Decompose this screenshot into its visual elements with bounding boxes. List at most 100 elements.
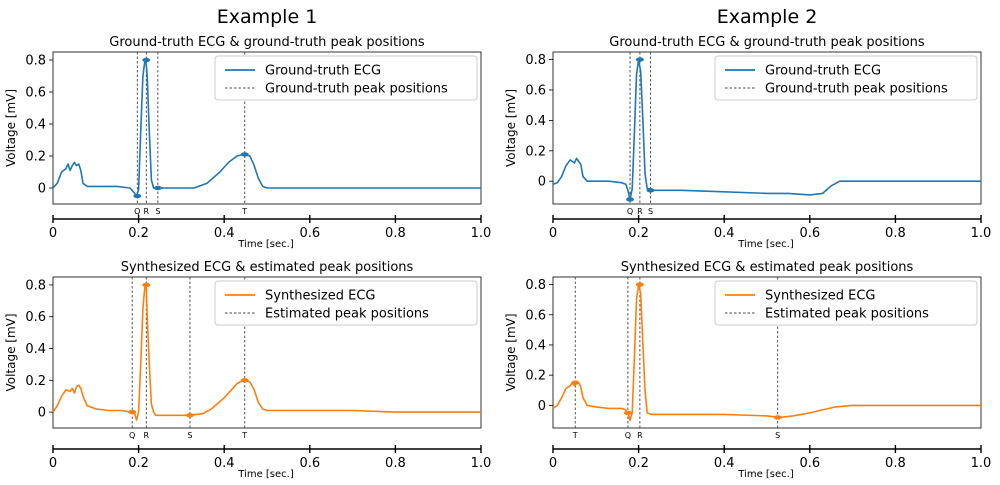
legend: Synthesized ECG Estimated peak positions: [714, 280, 978, 326]
peak-label-T: T: [241, 207, 247, 216]
peak-marker-R: [142, 282, 151, 288]
plot-frame: [552, 276, 982, 429]
chart-title: Synthesized ECG & estimated peak positio…: [621, 260, 914, 275]
peak-marker-R: [142, 57, 151, 63]
peak-marker-R: [635, 282, 644, 287]
x-tick-label: 0.8: [385, 456, 406, 471]
peak-label-R: R: [637, 207, 643, 216]
x-tick-label: 0.2: [128, 226, 149, 241]
x-tick-label: 1.0: [971, 226, 992, 241]
y-tick-label: 0.8: [525, 278, 546, 293]
y-tick-label: 0.4: [525, 114, 546, 129]
peak-marker-S: [773, 415, 782, 420]
legend-signal-label: Synthesized ECG: [265, 289, 375, 304]
legend-peaks-label: Ground-truth peak positions: [265, 82, 448, 97]
y-tick-label: 0.2: [525, 144, 546, 159]
legend-peaks-label: Estimated peak positions: [765, 307, 929, 322]
peak-label-R: R: [144, 431, 150, 440]
x-tick-label: 0.2: [628, 226, 649, 241]
plot-frame: [552, 51, 982, 205]
peak-marker-T: [571, 380, 580, 385]
x-tick-label: 0.6: [799, 456, 820, 471]
legend-box: [214, 55, 478, 101]
x-tick-label: 0.4: [214, 226, 235, 241]
x-tick-label: 0: [549, 456, 557, 471]
y-tick-label: 0: [538, 399, 546, 414]
y-tick-label: 0.2: [25, 374, 46, 389]
chart-panel-4: Synthesized ECG & estimated peak positio…: [504, 260, 991, 480]
peak-label-Q: Q: [134, 207, 140, 216]
x-tick-label: 0.6: [299, 226, 320, 241]
x-tick-label: 0.2: [628, 456, 649, 471]
peak-label-R: R: [144, 207, 150, 216]
x-axis-label: Time [sec.]: [737, 469, 794, 480]
peak-marker-T: [240, 152, 249, 157]
chart-panel-1: Example 1 Ground-truth ECG & ground-truth…: [4, 6, 491, 250]
example-title: Example 1: [217, 6, 318, 28]
peak-marker-T: [240, 378, 249, 383]
y-tick-label: 0: [538, 175, 546, 190]
peak-label-Q: Q: [625, 431, 631, 440]
legend: Synthesized ECG Estimated peak positions: [214, 280, 478, 326]
peak-label-S: S: [648, 207, 653, 216]
y-tick-label: 0.8: [525, 53, 546, 68]
x-tick-label: 0.8: [385, 226, 406, 241]
example-title: Example 2: [717, 6, 818, 28]
x-tick-label: 1.0: [471, 456, 492, 471]
x-tick-label: 0: [49, 226, 57, 241]
peak-label-T: T: [241, 431, 247, 440]
y-axis-label: Voltage [mV]: [504, 89, 518, 167]
peak-marker-S: [646, 188, 655, 193]
legend-signal-label: Synthesized ECG: [765, 289, 875, 304]
x-tick-label: 0.6: [299, 456, 320, 471]
y-axis-label: Voltage [mV]: [4, 313, 18, 391]
x-tick-label: 0.6: [799, 226, 820, 241]
peak-label-Q: Q: [129, 431, 135, 440]
peak-label-S: S: [155, 207, 160, 216]
peak-marker-Q: [626, 197, 635, 202]
peak-marker-R: [635, 57, 644, 62]
y-tick-label: 0.6: [525, 84, 546, 99]
peak-label-R: R: [637, 431, 643, 440]
chart-title: Ground-truth ECG & ground-truth peak pos…: [109, 35, 425, 50]
y-tick-label: 0.6: [25, 86, 46, 101]
y-tick-label: 0.4: [25, 342, 46, 357]
x-axis-label: Time [sec.]: [737, 239, 794, 250]
x-tick-label: 0.4: [214, 456, 235, 471]
y-tick-label: 0: [38, 182, 46, 197]
y-tick-label: 0.4: [525, 338, 546, 353]
legend-peaks-label: Estimated peak positions: [265, 307, 429, 322]
x-tick-label: 1.0: [971, 456, 992, 471]
peak-label-Q: Q: [627, 207, 633, 216]
plot-frame: [52, 51, 482, 205]
peak-marker-Q: [133, 193, 142, 199]
legend: Ground-truth ECG Ground-truth peak positi…: [714, 55, 978, 101]
y-tick-label: 0: [38, 406, 46, 421]
ecg-series-line: [52, 59, 481, 197]
legend-box: [714, 55, 978, 101]
x-tick-label: 0.4: [714, 226, 735, 241]
y-tick-label: 0.4: [25, 118, 46, 133]
x-tick-label: 0: [49, 456, 57, 471]
chart-panel-2: Example 2 Ground-truth ECG & ground-truth…: [504, 6, 991, 250]
peak-marker-S: [153, 185, 162, 191]
plot-frame: [52, 276, 482, 429]
y-tick-label: 0.8: [25, 278, 46, 293]
y-tick-label: 0.6: [25, 310, 46, 325]
y-axis-label: Voltage [mV]: [504, 313, 518, 391]
x-axis-label: Time [sec.]: [237, 469, 294, 480]
peak-label-T: T: [572, 431, 578, 440]
legend-signal-label: Ground-truth ECG: [265, 64, 381, 79]
y-axis-label: Voltage [mV]: [4, 89, 18, 167]
chart-title: Ground-truth ECG & ground-truth peak pos…: [609, 35, 925, 50]
peak-marker-Q: [623, 410, 632, 416]
peak-marker-Q: [128, 409, 137, 415]
legend: Ground-truth ECG Ground-truth peak positi…: [214, 55, 478, 101]
x-tick-label: 1.0: [471, 226, 492, 241]
y-tick-label: 0.6: [525, 308, 546, 323]
x-axis-label: Time [sec.]: [237, 239, 294, 250]
chart-panel-3: Synthesized ECG & estimated peak positio…: [4, 260, 491, 480]
x-tick-label: 0.8: [885, 226, 906, 241]
peak-label-S: S: [187, 431, 192, 440]
